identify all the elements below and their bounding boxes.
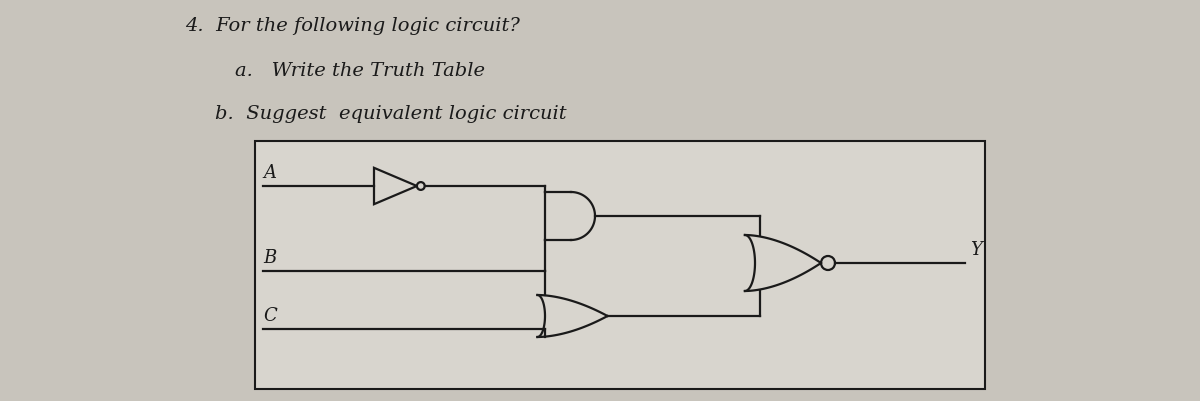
Text: C: C — [263, 306, 277, 324]
Text: Y: Y — [970, 241, 982, 258]
Text: B: B — [263, 248, 276, 266]
Text: 4.  For the following logic circuit?: 4. For the following logic circuit? — [185, 17, 520, 35]
Polygon shape — [254, 142, 985, 389]
Text: A: A — [263, 164, 276, 182]
Text: a.   Write the Truth Table: a. Write the Truth Table — [235, 62, 485, 80]
Text: b.  Suggest  equivalent logic circuit: b. Suggest equivalent logic circuit — [215, 105, 566, 123]
